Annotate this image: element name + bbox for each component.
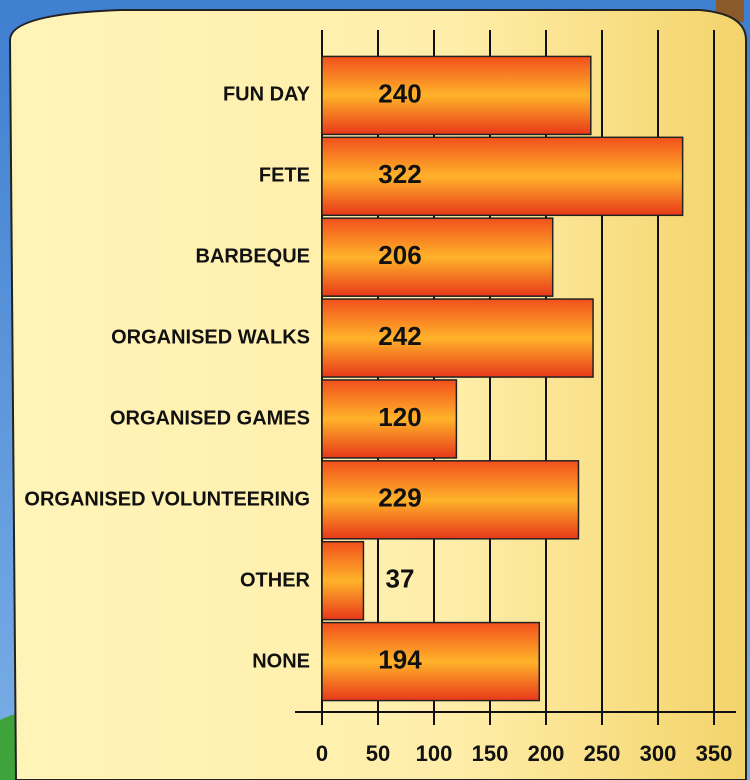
value-label: 120 bbox=[378, 402, 421, 432]
x-tick-label: 150 bbox=[472, 741, 509, 766]
category-label: ORGANISED WALKS bbox=[111, 326, 310, 349]
bar bbox=[321, 298, 594, 378]
bar bbox=[321, 460, 580, 540]
category-label: ORGANISED VOLUNTEERING bbox=[24, 488, 310, 511]
bar bbox=[321, 136, 684, 217]
x-tick-label: 100 bbox=[416, 741, 453, 766]
x-tick-label: 200 bbox=[528, 741, 565, 766]
value-label: 206 bbox=[378, 240, 421, 270]
bar bbox=[321, 379, 458, 459]
bar bbox=[321, 621, 541, 702]
value-label: 242 bbox=[378, 321, 421, 351]
x-tick-label: 350 bbox=[696, 741, 733, 766]
value-label: 194 bbox=[378, 644, 422, 674]
value-label: 322 bbox=[378, 159, 421, 189]
category-label: NONE bbox=[252, 650, 310, 673]
x-tick-label: 250 bbox=[584, 741, 621, 766]
category-label: FETE bbox=[258, 164, 310, 187]
x-tick-label: 300 bbox=[640, 741, 677, 766]
category-label: FUN DAY bbox=[222, 83, 310, 106]
value-label: 37 bbox=[386, 564, 415, 594]
bar bbox=[321, 217, 554, 297]
x-tick-label: 0 bbox=[316, 741, 328, 766]
category-label: OTHER bbox=[240, 569, 310, 592]
value-label: 229 bbox=[378, 483, 421, 513]
bar bbox=[321, 55, 592, 136]
x-tick-label: 50 bbox=[366, 741, 390, 766]
category-label: BARBEQUE bbox=[195, 245, 310, 268]
value-label: 240 bbox=[378, 78, 421, 108]
bar bbox=[321, 540, 365, 621]
category-label: ORGANISED GAMES bbox=[109, 407, 310, 430]
